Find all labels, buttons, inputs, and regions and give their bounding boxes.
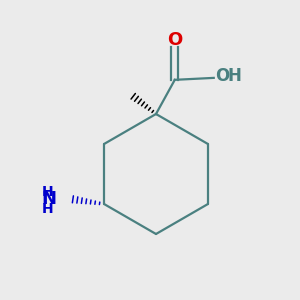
Text: O: O [167,31,182,49]
Text: H: H [227,68,241,85]
Text: H: H [42,185,53,199]
Text: O: O [215,68,230,85]
Text: H: H [42,202,53,216]
Text: N: N [41,190,56,208]
